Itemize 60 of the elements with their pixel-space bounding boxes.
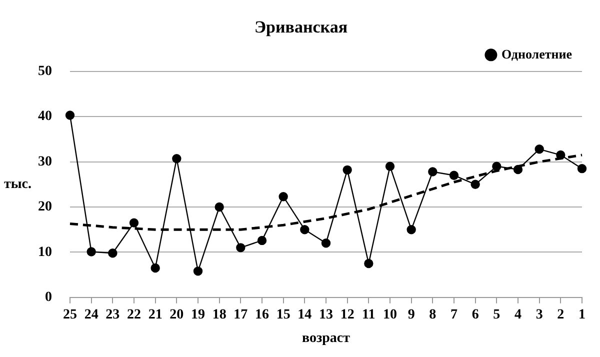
x-tick-label: 9 (408, 307, 415, 322)
x-tick-label: 19 (191, 307, 205, 322)
point (193, 266, 203, 276)
y-tick-label: 0 (45, 290, 52, 306)
chart-title: Эриванская (254, 18, 348, 37)
y-tick-label: 50 (38, 64, 52, 80)
point (492, 162, 502, 171)
point (364, 258, 374, 268)
point (556, 150, 566, 160)
x-tick-label: 12 (340, 307, 354, 322)
point (449, 170, 459, 180)
point (406, 225, 416, 234)
x-tick-label: 17 (234, 307, 248, 322)
point (86, 247, 96, 256)
point (342, 165, 352, 175)
x-tick-label: 6 (472, 307, 479, 322)
point (577, 164, 587, 174)
x-tick-label: 10 (383, 307, 397, 322)
x-tick-label: 23 (106, 307, 120, 322)
y-tick-label: 40 (38, 109, 52, 124)
x-tick-label: 3 (536, 307, 543, 322)
x-tick-label: 7 (450, 307, 458, 322)
x-tick-label: 1 (578, 307, 586, 322)
point (236, 243, 246, 252)
point (428, 167, 438, 176)
point (385, 162, 395, 171)
x-axis-title: возраст (302, 331, 350, 346)
point (300, 225, 310, 234)
y-tick-label: 10 (38, 244, 52, 260)
point (470, 180, 480, 189)
x-tick-label: 13 (319, 307, 333, 322)
x-tick-label: 2 (557, 307, 564, 322)
x-tick-label: 15 (276, 307, 290, 322)
x-tick-label: 22 (127, 307, 141, 322)
point (534, 144, 544, 154)
point (129, 218, 139, 228)
x-tick-label: 24 (84, 307, 98, 322)
point (214, 202, 224, 212)
point (65, 110, 75, 120)
x-tick-label: 4 (514, 307, 522, 322)
point (150, 263, 160, 273)
x-tick-label: 8 (429, 307, 436, 322)
y-tick-label: 30 (38, 154, 52, 170)
x-tick-label: 20 (170, 307, 184, 322)
point (108, 248, 118, 258)
y-tick-label: 20 (38, 200, 52, 215)
y-axis-title: тыс. (4, 177, 32, 192)
x-tick-label: 16 (255, 307, 269, 322)
point (321, 238, 331, 248)
point (172, 154, 182, 164)
x-tick-label: 18 (212, 307, 226, 322)
point (257, 236, 267, 246)
x-tick-label: 25 (63, 307, 77, 322)
point (278, 192, 288, 202)
x-tick-label: 14 (298, 307, 312, 322)
point (513, 164, 523, 174)
legend-label: Однолетние (501, 46, 572, 62)
x-tick-label: 11 (362, 307, 376, 322)
x-tick-label: 5 (493, 307, 500, 322)
x-tick-label: 21 (148, 307, 162, 322)
